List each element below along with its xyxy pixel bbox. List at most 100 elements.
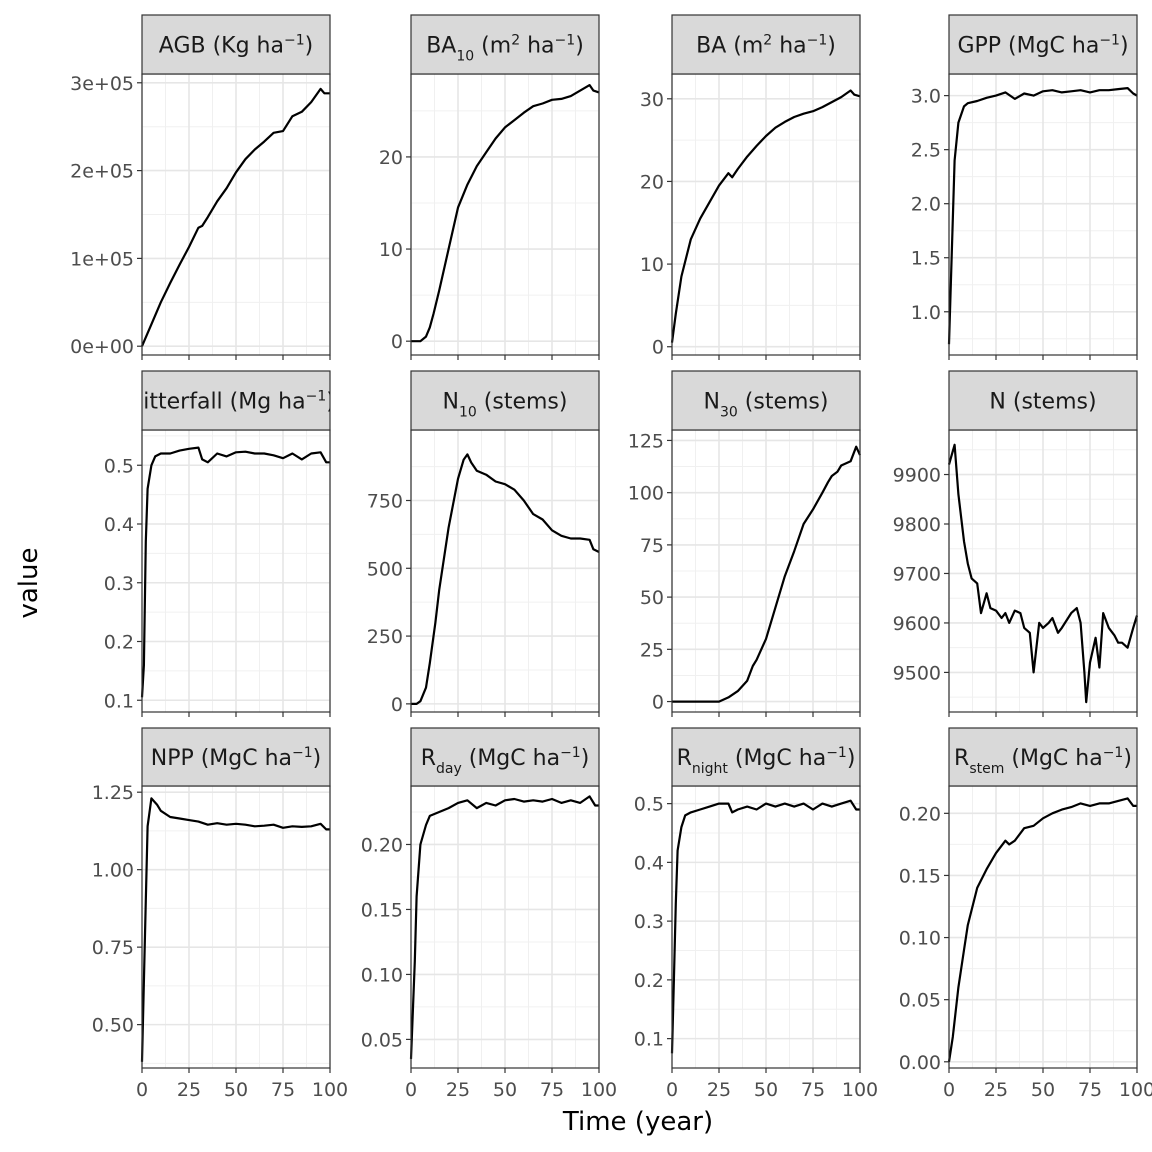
y-tick-label: 0 bbox=[391, 694, 403, 716]
y-tick-label: 0.15 bbox=[899, 865, 941, 887]
strip-title-base: AGB (Kg ha bbox=[159, 34, 284, 59]
y-tick-label: 1.5 bbox=[911, 248, 941, 270]
strip-background bbox=[671, 14, 861, 75]
y-tick-label: 0.00 bbox=[899, 1052, 941, 1074]
series-line bbox=[140, 797, 330, 1062]
y-tick-label: 0.2 bbox=[104, 632, 134, 654]
strip-title: litterfall (Mg ha−1) bbox=[137, 389, 335, 415]
strip-title-subscript: stem bbox=[969, 761, 1004, 777]
y-tick-label: 0.10 bbox=[361, 964, 403, 986]
strip-title-tail: ) bbox=[326, 390, 335, 415]
strip-title-subscript: 10 bbox=[459, 405, 477, 421]
x-tick-label: 0 bbox=[666, 1079, 678, 1101]
strip-title-superscript: −1 bbox=[826, 745, 847, 761]
y-tick-label: 10 bbox=[640, 254, 664, 276]
y-tick-label: 9900 bbox=[893, 465, 941, 487]
panel: BA (m2 ha−1) 0 10 20 30 bbox=[640, 14, 861, 360]
y-tick-label: 20 bbox=[379, 147, 403, 169]
x-tick-label: 50 bbox=[493, 1079, 517, 1101]
strip-title-superscript: −1 bbox=[292, 745, 313, 761]
panel: NPP (MgC ha−1) 0.50 0.75 1.00 1.25 0 25 50 75 100 bbox=[92, 727, 348, 1101]
y-tick-label: 0 bbox=[391, 331, 403, 353]
strip-title-superscript: 2 bbox=[763, 33, 772, 49]
strip-title-base: GPP (MgC ha bbox=[957, 34, 1099, 59]
y-tick-label: 0.3 bbox=[104, 573, 134, 595]
strip-title: NPP (MgC ha−1) bbox=[151, 745, 322, 771]
x-tick-label: 100 bbox=[1119, 1079, 1152, 1101]
y-tick-label: 0.5 bbox=[104, 455, 134, 477]
strip-background bbox=[948, 727, 1138, 787]
y-tick-label: 3e+05 bbox=[70, 73, 134, 95]
strip-title-tail: (MgC ha bbox=[462, 746, 560, 771]
strip-title-superscript: 2 bbox=[511, 33, 520, 49]
strip-title-base: R bbox=[954, 746, 969, 771]
y-tick-label: 9600 bbox=[893, 613, 941, 635]
strip-title-tail-2: ) bbox=[581, 746, 590, 771]
strip-background bbox=[141, 727, 331, 787]
x-tick-label: 100 bbox=[842, 1079, 878, 1101]
strip-background bbox=[671, 370, 861, 431]
panel: Rstem (MgC ha−1) 0.00 0.05 0.10 0.15 0.20 0 25 5… bbox=[899, 727, 1152, 1101]
y-tick-label: 2e+05 bbox=[70, 161, 134, 183]
x-tick-label: 50 bbox=[224, 1079, 248, 1101]
strip-title-tail: ) bbox=[313, 746, 322, 771]
strip-title-base: litterfall (Mg ha bbox=[137, 390, 305, 415]
x-tick-label: 75 bbox=[540, 1079, 564, 1101]
series-line bbox=[672, 445, 862, 703]
y-tick-label: 0.05 bbox=[899, 990, 941, 1012]
panel: litterfall (Mg ha−1) 0.1 0.2 0.3 0.4 0.5 bbox=[104, 370, 335, 717]
x-tick-label: 50 bbox=[754, 1079, 778, 1101]
x-tick-label: 50 bbox=[1031, 1079, 1055, 1101]
strip-title-superscript: −1 bbox=[306, 389, 327, 405]
strip-title-mid: (m bbox=[474, 34, 511, 59]
strip-title-tail: ) bbox=[1120, 34, 1129, 59]
strip-title-tail-2: ) bbox=[575, 34, 584, 59]
strip-title-tail: (MgC ha bbox=[728, 746, 826, 771]
strip-title: BA (m2 ha−1) bbox=[696, 33, 836, 59]
y-tick-label: 125 bbox=[628, 430, 664, 452]
y-tick-label: 25 bbox=[640, 639, 664, 661]
strip-title: N10 (stems) bbox=[443, 390, 568, 421]
y-tick-label: 0.4 bbox=[104, 514, 134, 536]
strip-title-subscript: 10 bbox=[456, 49, 474, 65]
series-line bbox=[947, 797, 1137, 1062]
x-tick-label: 75 bbox=[271, 1079, 295, 1101]
strip-title: AGB (Kg ha−1) bbox=[159, 33, 313, 59]
strip-title: N (stems) bbox=[989, 390, 1096, 415]
series-line bbox=[140, 87, 330, 347]
y-tick-label: 1.0 bbox=[911, 302, 941, 324]
y-tick-label: 750 bbox=[367, 491, 403, 513]
x-tick-label: 100 bbox=[312, 1079, 348, 1101]
strip-background bbox=[948, 14, 1138, 75]
strip-background bbox=[410, 727, 600, 787]
panel: N10 (stems) 0 250 500 750 bbox=[367, 370, 600, 717]
y-tick-label: 0.50 bbox=[92, 1015, 134, 1037]
strip-title: Rstem (MgC ha−1) bbox=[954, 745, 1132, 777]
panel: AGB (Kg ha−1) 0e+00 1e+05 2e+05 3e+05 bbox=[70, 14, 331, 360]
y-tick-label: 0 bbox=[652, 337, 664, 359]
series-line bbox=[409, 795, 599, 1059]
strip-title-superscript: −1 bbox=[1099, 33, 1120, 49]
panel: N30 (stems) 0 25 50 75 100 125 bbox=[628, 370, 862, 717]
x-tick-label: 25 bbox=[177, 1079, 201, 1101]
y-tick-label: 1.25 bbox=[92, 782, 134, 804]
y-tick-label: 0.10 bbox=[899, 928, 941, 950]
strip-title-superscript: −1 bbox=[560, 745, 581, 761]
x-tick-label: 0 bbox=[943, 1079, 955, 1101]
strip-title-superscript-2: −1 bbox=[555, 33, 576, 49]
strip-background bbox=[671, 727, 861, 787]
y-tick-label: 75 bbox=[640, 535, 664, 557]
strip-background bbox=[141, 14, 331, 75]
y-tick-label: 0.1 bbox=[634, 1029, 664, 1051]
strip-title-base: BA (m bbox=[696, 34, 763, 59]
strip-title-tail: ) bbox=[305, 34, 314, 59]
strip-title: Rday (MgC ha−1) bbox=[421, 745, 590, 777]
series-line bbox=[411, 453, 600, 706]
y-tick-label: 10 bbox=[379, 239, 403, 261]
y-tick-label: 0.75 bbox=[92, 937, 134, 959]
strip-title: N30 (stems) bbox=[704, 390, 829, 421]
y-tick-label: 30 bbox=[640, 89, 664, 111]
